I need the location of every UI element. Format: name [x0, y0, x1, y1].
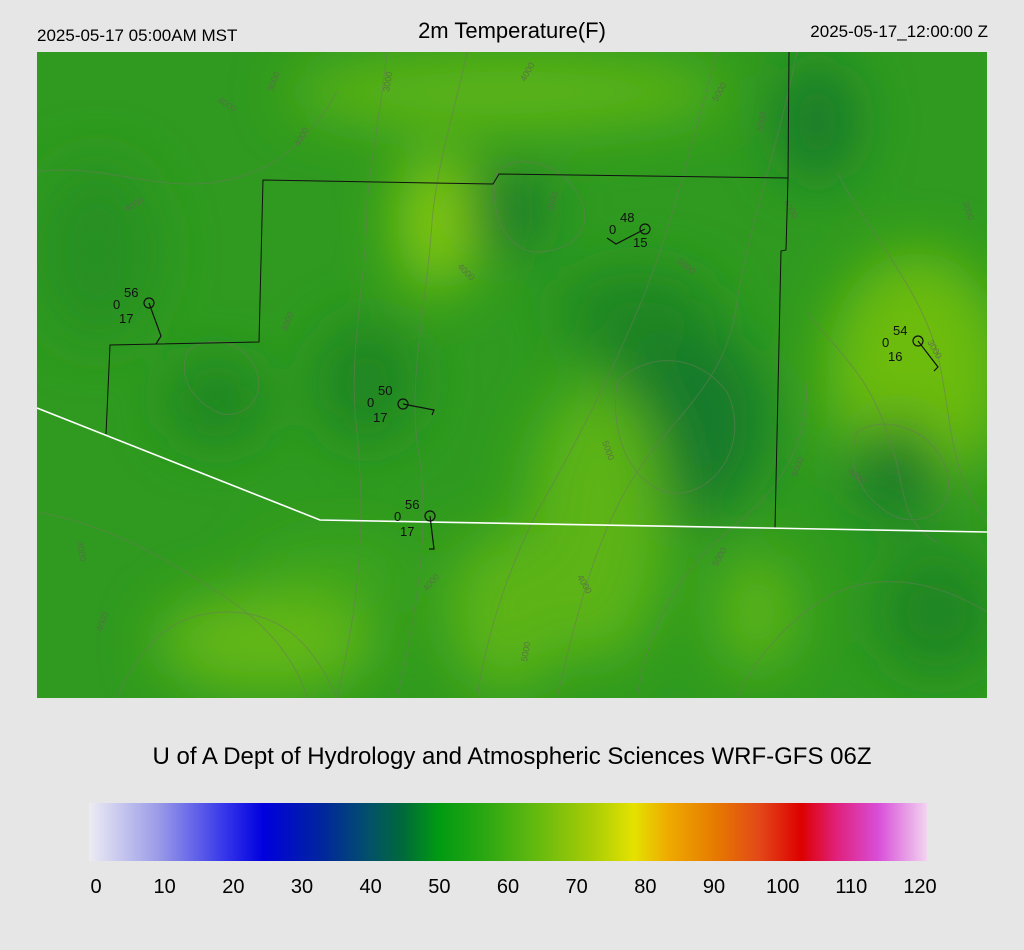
station-temperature: 56: [124, 285, 138, 300]
terrain-contours: [37, 52, 987, 698]
contour-label: 3000: [75, 541, 88, 562]
station-temperature: 54: [893, 323, 907, 338]
station-circle-icon: [397, 398, 409, 410]
colorbar-tick-label: 20: [222, 876, 245, 898]
state-boundaries: [37, 407, 987, 533]
valid-time-label: 2025-05-17_12:00:00 Z: [810, 22, 988, 41]
wind-barb-icon: [606, 228, 646, 245]
wind-barb-icon: [917, 340, 939, 372]
station-right-value: 17: [119, 311, 133, 326]
station-left-value: 0: [394, 509, 401, 524]
station-plot: 48 0 15: [606, 210, 651, 250]
station-right-value: 17: [400, 524, 414, 539]
colorbar-tick-label: 0: [90, 876, 102, 898]
station-circle-icon: [639, 223, 651, 235]
colorbar-tick-label: 10: [153, 876, 176, 898]
wind-barb-icon: [148, 302, 162, 345]
station-temperature: 50: [378, 383, 392, 398]
colorbar-tick-label: 30: [290, 876, 314, 898]
station-circle-icon: [424, 510, 436, 522]
station-left-value: 0: [882, 335, 889, 350]
temperature-map: 3000 3000 4000 4000 4000 5000 5000 4000 …: [37, 52, 987, 698]
colorbar-gradient: [89, 803, 927, 861]
colorbar-tick-label: 60: [496, 876, 520, 898]
station-temperature: 48: [620, 210, 634, 225]
station-circle-icon: [912, 335, 924, 347]
station-plot: 50 017: [367, 383, 435, 425]
station-plot: 56 017: [113, 285, 162, 345]
colorbar-tick-label: 110: [835, 876, 868, 898]
station-left-value: 0: [609, 222, 616, 237]
station-right-value: 17: [373, 410, 387, 425]
station-left-value: 0: [367, 395, 374, 410]
station-left-value: 0: [113, 297, 120, 312]
contour-label: 5000: [519, 641, 532, 662]
model-credit: U of A Dept of Hydrology and Atmospheric…: [152, 743, 872, 770]
station-right-value: 16: [888, 349, 902, 364]
station-plot: 54 016: [882, 323, 939, 372]
colorbar-tick-label: 100: [765, 876, 800, 898]
station-circle-icon: [143, 297, 155, 309]
colorbar-tick-label: 120: [903, 876, 937, 898]
wind-barb-icon: [402, 403, 435, 416]
station-temperature: 56: [405, 497, 419, 512]
county-boundaries: [105, 52, 790, 529]
contour-label: 3000: [381, 71, 394, 92]
temperature-colorbar: [89, 803, 927, 861]
map-title: 2m Temperature(F): [418, 18, 606, 43]
colorbar-tick-label: 50: [428, 876, 451, 898]
local-time-label: 2025-05-17 05:00AM MST: [37, 26, 238, 45]
colorbar-tick-label: 90: [702, 876, 726, 898]
colorbar-tick-label: 40: [359, 876, 382, 898]
colorbar-tick-label: 70: [565, 876, 588, 898]
contour-label: 5000: [755, 111, 768, 132]
station-right-value: 15: [633, 235, 647, 250]
wind-barb-icon: [429, 515, 435, 550]
station-plot: 56 017: [394, 497, 436, 550]
temperature-field-shading: [37, 52, 987, 692]
colorbar-tick-label: 80: [634, 876, 657, 898]
